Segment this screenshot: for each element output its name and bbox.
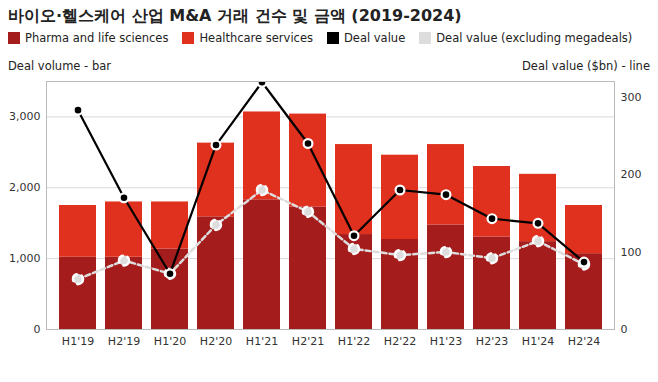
svg-text:100: 100	[621, 246, 642, 259]
svg-text:H1'20: H1'20	[154, 335, 186, 348]
svg-text:H1'23: H1'23	[430, 335, 462, 348]
svg-text:H2'20: H2'20	[200, 335, 232, 348]
html-text:Deal value: Deal value	[344, 31, 406, 45]
svg-text:H1'22: H1'22	[338, 335, 370, 348]
svg-text:0: 0	[34, 323, 41, 336]
svg-text:300: 300	[621, 91, 642, 104]
html-text:Healthcare services: Healthcare services	[199, 31, 313, 45]
svg-text:H1'21: H1'21	[246, 335, 278, 348]
svg-text:H2'23: H2'23	[476, 335, 508, 348]
svg-text:H2'19: H2'19	[108, 335, 140, 348]
svg-text:3,000: 3,000	[9, 110, 41, 123]
svg-text:0: 0	[621, 323, 628, 336]
html-text:Pharma and life sciences: Pharma and life sciences	[25, 31, 169, 45]
svg-text:H1'19: H1'19	[62, 335, 94, 348]
html-text:Deal value (excluding megadeal: Deal value (excluding megadeals)	[436, 31, 633, 45]
svg-text:H2'22: H2'22	[384, 335, 416, 348]
html-text:바이오·헬스케어 산업 M&A 거래 건수 및 금액 (20: 바이오·헬스케어 산업 M&A 거래 건수 및 금액 (2019-2024)	[8, 6, 462, 25]
html-text:Deal value ($bn) - line: Deal value ($bn) - line	[522, 59, 650, 73]
svg-text:200: 200	[621, 168, 642, 181]
svg-text:H2'24: H2'24	[568, 335, 600, 348]
html-text:Deal volume - bar: Deal volume - bar	[8, 59, 111, 73]
svg-text:H2'21: H2'21	[292, 335, 324, 348]
svg-text:2,000: 2,000	[9, 181, 41, 194]
svg-text:1,000: 1,000	[9, 252, 41, 265]
svg-text:H1'24: H1'24	[522, 335, 554, 348]
